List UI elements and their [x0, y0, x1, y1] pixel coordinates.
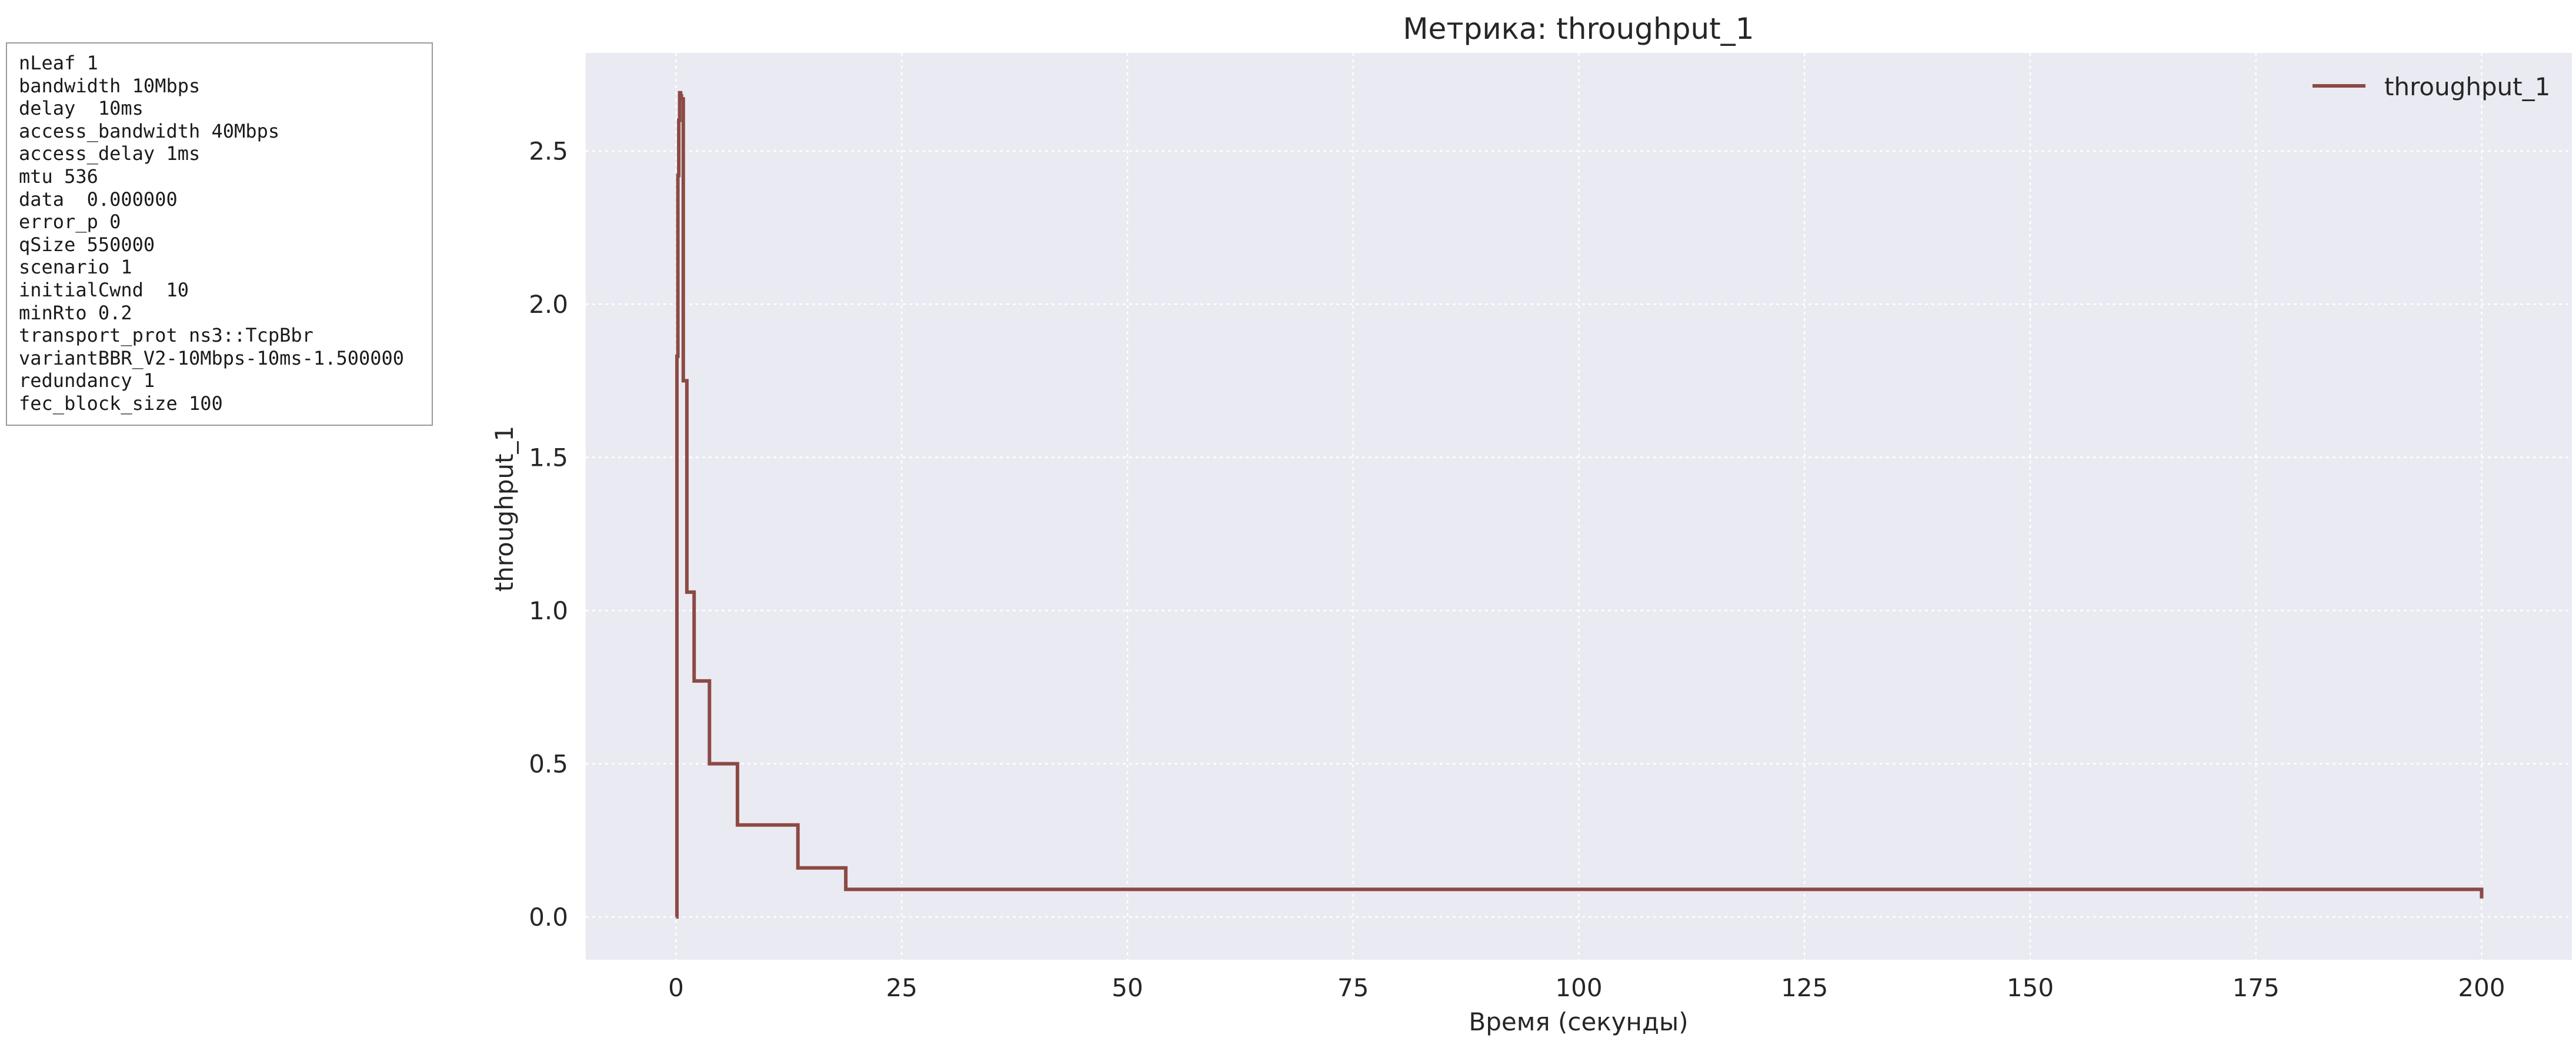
param-line: minRto 0.2 [19, 301, 132, 324]
x-tick-label: 125 [1781, 973, 1828, 1002]
param-line: initialCwnd 10 [19, 278, 189, 301]
y-tick-labels: 0.0 0.5 1.0 1.5 2.0 2.5 [529, 137, 568, 932]
x-tick-label: 100 [1555, 973, 1602, 1002]
y-tick-label: 2.0 [529, 290, 568, 319]
param-line: data 0.000000 [19, 188, 178, 211]
x-tick-label: 175 [2233, 973, 2280, 1002]
x-tick-label: 75 [1337, 973, 1369, 1002]
parameters-box: nLeaf 1 bandwidth 10Mbps delay 10ms acce… [6, 42, 433, 426]
param-line: scenario 1 [19, 256, 132, 279]
param-line: bandwidth 10Mbps [19, 74, 201, 97]
x-tick-label: 0 [668, 973, 684, 1002]
y-gridlines [586, 150, 2572, 918]
param-line: error_p 0 [19, 211, 121, 233]
param-line: access_delay 1ms [19, 142, 201, 165]
legend-label: throughput_1 [2384, 72, 2551, 101]
x-tick-label: 150 [2007, 973, 2054, 1002]
x-tick-label: 50 [1112, 973, 1143, 1002]
y-tick-label: 0.0 [529, 903, 568, 932]
x-tick-label: 200 [2458, 973, 2505, 1002]
param-line: delay 10ms [19, 97, 144, 120]
param-line: transport_prot ns3::TcpBbr [19, 324, 313, 347]
param-line: access_bandwidth 40Mbps [19, 119, 280, 142]
x-axis-title: Время (секунды) [1469, 1007, 1688, 1036]
param-line: fec_block_size 100 [19, 392, 223, 415]
y-axis-title: throughput_1 [490, 426, 519, 592]
x-tick-labels: 0 25 50 75 100 125 150 175 200 [668, 973, 2505, 1002]
series-line-throughput-1 [675, 91, 2484, 919]
legend: throughput_1 [2313, 72, 2551, 101]
param-line: qSize 550000 [19, 233, 155, 256]
param-line: mtu 536 [19, 165, 98, 188]
param-line: nLeaf 1 [19, 52, 98, 74]
y-tick-label: 1.0 [529, 596, 568, 625]
chart-title: Метрика: throughput_1 [1403, 12, 1754, 46]
y-tick-label: 1.5 [529, 443, 568, 472]
param-line: redundancy 1 [19, 369, 155, 392]
y-tick-label: 0.5 [529, 750, 568, 779]
y-tick-label: 2.5 [529, 137, 568, 166]
x-tick-label: 25 [886, 973, 917, 1002]
param-line: variantBBR_V2-10Mbps-10ms-1.500000 [19, 346, 405, 369]
